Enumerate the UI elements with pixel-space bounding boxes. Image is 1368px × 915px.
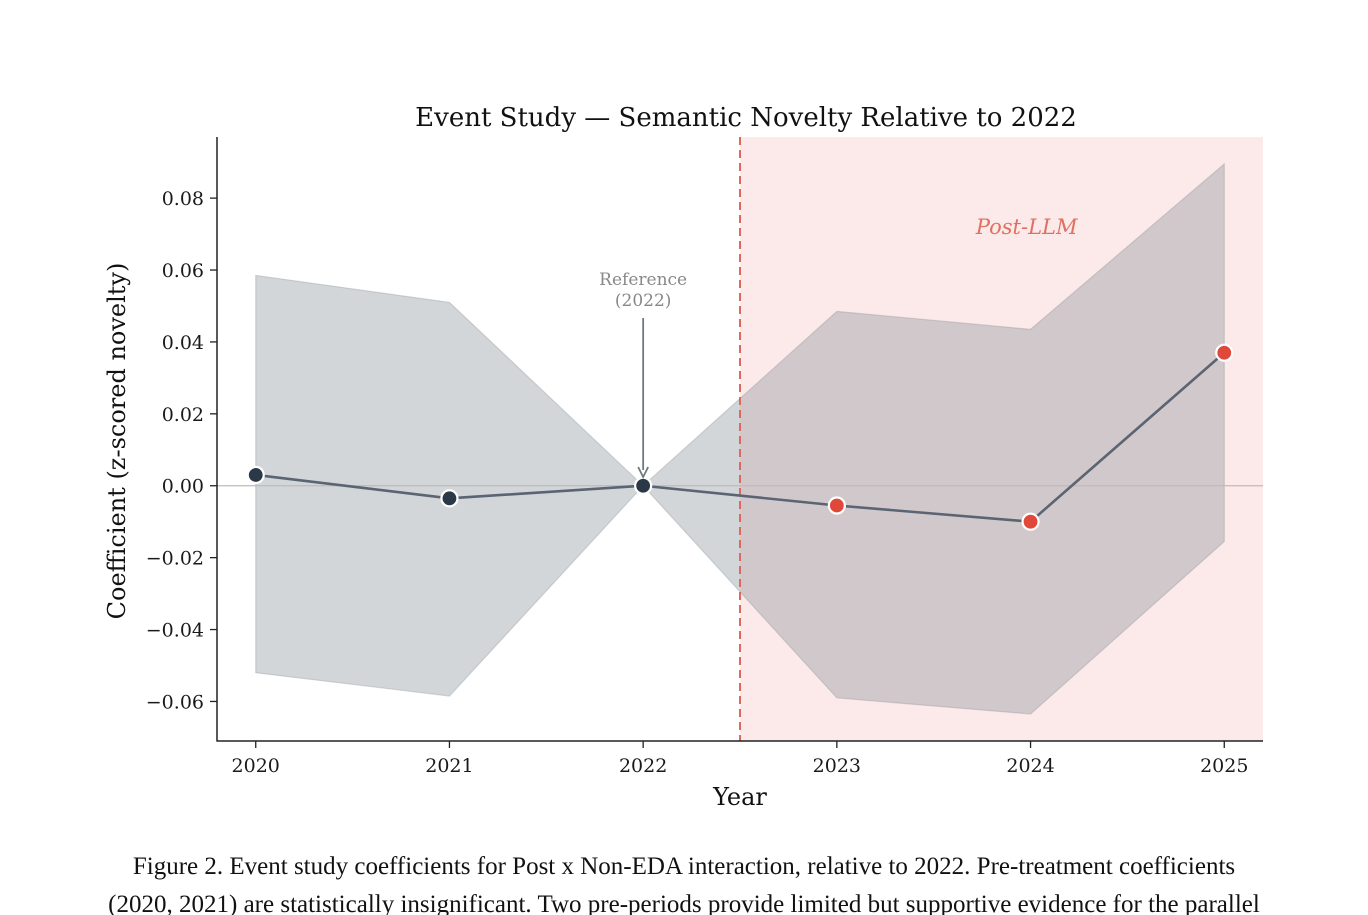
- x-tick-label: 2020: [232, 755, 280, 777]
- pre-period-point: [246, 465, 265, 485]
- reference-arrow-head: [637, 466, 649, 480]
- post-llm-label: Post-LLM: [975, 215, 1078, 239]
- x-tick-label: 2022: [619, 755, 667, 777]
- y-tick-label: −0.02: [146, 548, 204, 570]
- post-period-point: [827, 496, 846, 515]
- figure-caption: Figure 2. Event study coefficients for P…: [108, 853, 1260, 915]
- y-tick-label: 0.04: [162, 332, 204, 354]
- y-tick-label: −0.04: [146, 620, 204, 642]
- x-tick-label: 2025: [1200, 755, 1248, 777]
- reference-year-label: (2022): [615, 291, 672, 311]
- y-tick-label: 0.08: [162, 188, 204, 210]
- x-tick-label: 2024: [1006, 755, 1054, 777]
- y-tick-label: 0.00: [162, 476, 204, 498]
- chart-title: Event Study — Semantic Novelty Relative …: [415, 103, 1077, 133]
- y-axis-label: Coefficient (z-scored novelty): [103, 263, 131, 620]
- post-period-point: [1215, 343, 1234, 362]
- x-tick-label: 2021: [425, 755, 473, 777]
- pre-period-point: [634, 476, 653, 495]
- y-tick-label: −0.06: [146, 691, 204, 713]
- post-llm-region: [740, 137, 1263, 741]
- pre-period-point: [440, 489, 459, 508]
- y-tick-label: 0.02: [162, 404, 204, 426]
- chart-svg: 0.08 0.06 0.04 0.02 0.00 −0.02 −0.04 −0.06 2020 2…: [103, 103, 1263, 811]
- reference-label: Reference: [599, 270, 687, 290]
- y-tick-label: 0.06: [162, 260, 204, 282]
- post-period-point: [1021, 512, 1040, 531]
- x-axis-label: Year: [712, 783, 767, 811]
- coefficient-line: [255, 351, 1226, 523]
- event-study-chart: 0.08 0.06 0.04 0.02 0.00 −0.02 −0.04 −0.06 2020 2…: [103, 103, 1263, 811]
- x-tick-label: 2023: [813, 755, 861, 777]
